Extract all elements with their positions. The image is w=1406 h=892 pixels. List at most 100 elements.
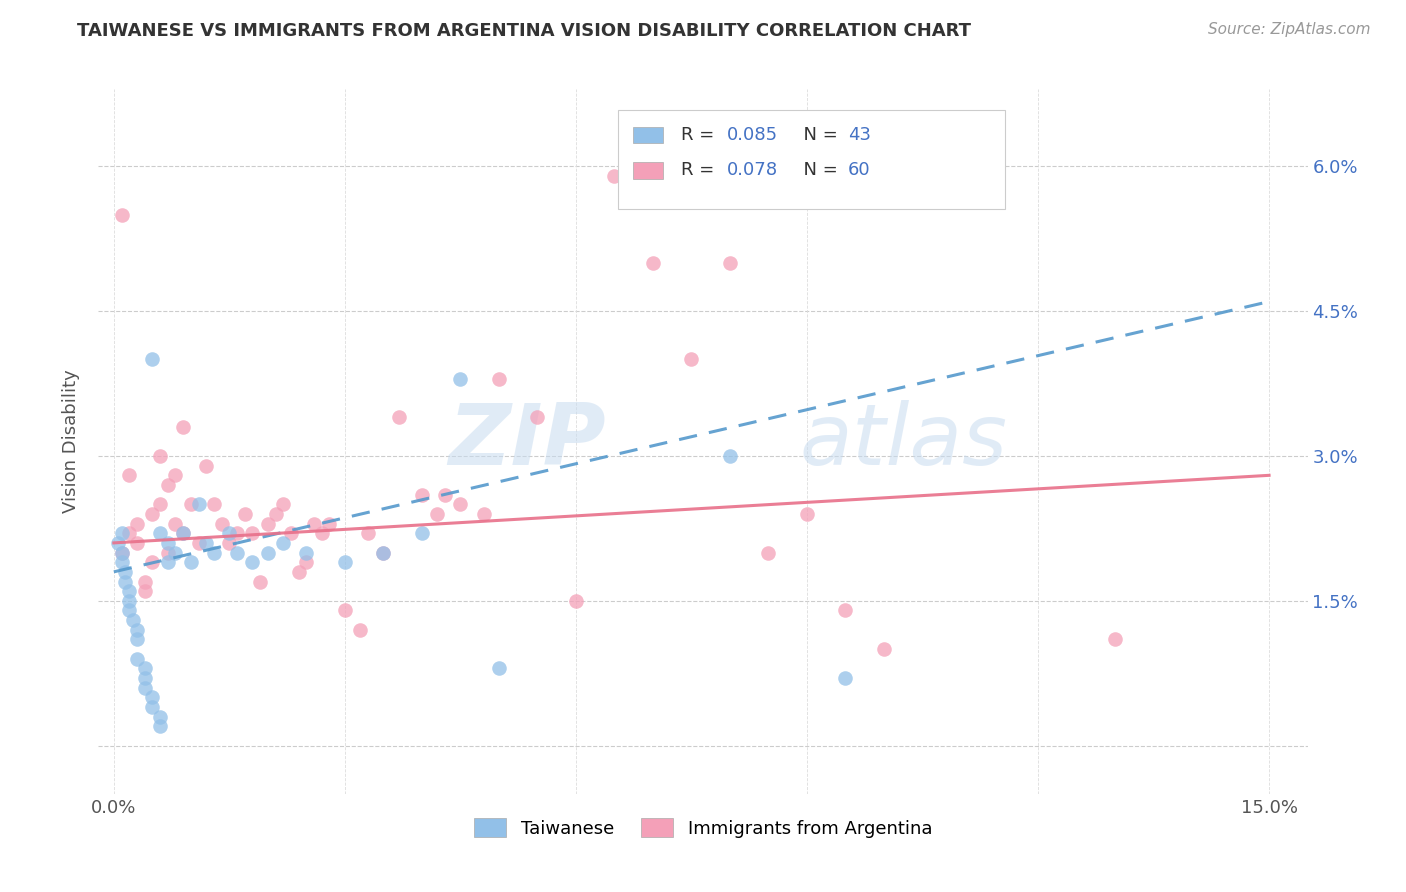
Point: [295, 555, 318, 569]
Point: [349, 623, 371, 637]
Point: [681, 352, 703, 367]
Point: [195, 458, 218, 473]
Point: [718, 256, 741, 270]
Point: [603, 169, 626, 183]
Point: [257, 545, 280, 559]
Point: [488, 661, 510, 675]
Point: [187, 497, 209, 511]
Point: [180, 555, 202, 569]
Text: TAIWANESE VS IMMIGRANTS FROM ARGENTINA VISION DISABILITY CORRELATION CHART: TAIWANESE VS IMMIGRANTS FROM ARGENTINA V…: [77, 22, 972, 40]
Point: [302, 516, 325, 531]
Text: R =: R =: [682, 126, 720, 144]
Point: [156, 545, 179, 559]
Point: [202, 545, 225, 559]
Legend: Taiwanese, Immigrants from Argentina: Taiwanese, Immigrants from Argentina: [467, 811, 939, 845]
Point: [149, 709, 172, 723]
Point: [172, 526, 194, 541]
Point: [125, 536, 148, 550]
Point: [565, 594, 588, 608]
Point: [187, 536, 209, 550]
Point: [165, 545, 187, 559]
Point: [134, 661, 156, 675]
FancyBboxPatch shape: [619, 111, 1005, 209]
Point: [449, 372, 471, 386]
Text: Source: ZipAtlas.com: Source: ZipAtlas.com: [1208, 22, 1371, 37]
Point: [165, 516, 187, 531]
Point: [411, 488, 433, 502]
Point: [488, 372, 510, 386]
Point: [141, 555, 163, 569]
Point: [125, 516, 148, 531]
Point: [271, 536, 294, 550]
Point: [426, 507, 449, 521]
Point: [141, 700, 163, 714]
Point: [134, 574, 156, 589]
FancyBboxPatch shape: [633, 127, 664, 144]
Point: [141, 690, 163, 705]
Point: [271, 497, 294, 511]
Text: atlas: atlas: [800, 400, 1008, 483]
Text: 0.078: 0.078: [727, 161, 779, 179]
Point: [333, 555, 356, 569]
Point: [114, 574, 136, 589]
Point: [125, 651, 148, 665]
Point: [218, 536, 240, 550]
Point: [122, 613, 145, 627]
Point: [149, 449, 172, 463]
Point: [114, 565, 136, 579]
Point: [411, 526, 433, 541]
Point: [141, 352, 163, 367]
Point: [172, 420, 194, 434]
Point: [125, 623, 148, 637]
Point: [118, 468, 141, 483]
Point: [156, 536, 179, 550]
Point: [110, 545, 132, 559]
Point: [911, 178, 934, 193]
Point: [226, 526, 249, 541]
Text: ZIP: ZIP: [449, 400, 606, 483]
Point: [118, 594, 141, 608]
Point: [472, 507, 495, 521]
Point: [218, 526, 240, 541]
Point: [141, 507, 163, 521]
Point: [134, 671, 156, 685]
Point: [388, 410, 411, 425]
Point: [834, 603, 856, 617]
Point: [180, 497, 202, 511]
Point: [526, 410, 548, 425]
Text: 43: 43: [848, 126, 872, 144]
Point: [311, 526, 333, 541]
Point: [242, 555, 264, 569]
Point: [156, 478, 179, 492]
Point: [195, 536, 218, 550]
Point: [249, 574, 271, 589]
Point: [718, 449, 741, 463]
Point: [287, 565, 309, 579]
Point: [373, 545, 395, 559]
Point: [233, 507, 256, 521]
Text: 0.085: 0.085: [727, 126, 779, 144]
Point: [433, 488, 456, 502]
Point: [202, 497, 225, 511]
Point: [449, 497, 471, 511]
Point: [172, 526, 194, 541]
Point: [641, 256, 664, 270]
Point: [118, 526, 141, 541]
Point: [149, 526, 172, 541]
Point: [149, 497, 172, 511]
Text: 60: 60: [848, 161, 870, 179]
Y-axis label: Vision Disability: Vision Disability: [62, 369, 80, 514]
Point: [211, 516, 233, 531]
Point: [125, 632, 148, 647]
Point: [257, 516, 280, 531]
Point: [134, 681, 156, 695]
Point: [107, 536, 129, 550]
Point: [357, 526, 380, 541]
Point: [834, 671, 856, 685]
Point: [110, 208, 132, 222]
Text: R =: R =: [682, 161, 720, 179]
Point: [134, 584, 156, 599]
Point: [333, 603, 356, 617]
Point: [264, 507, 287, 521]
Point: [242, 526, 264, 541]
